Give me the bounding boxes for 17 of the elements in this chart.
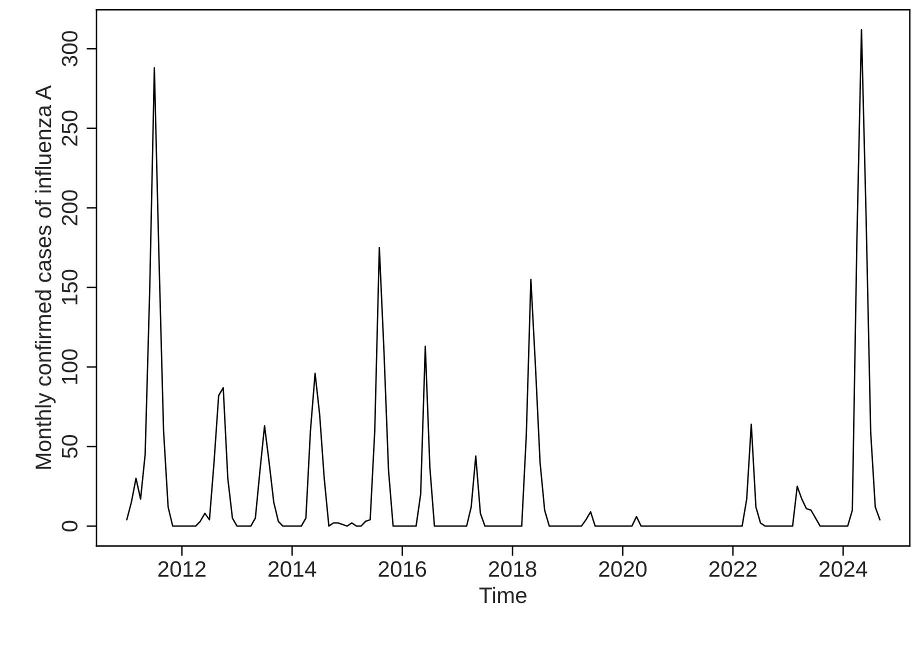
- x-tick-label: 2014: [268, 561, 316, 577]
- x-tick-label: 2024: [820, 561, 868, 577]
- x-tick-label: 2016: [378, 561, 426, 577]
- line-series: [126, 28, 881, 527]
- y-tick-label: 200: [62, 190, 78, 226]
- y-tick-label: 50: [62, 435, 78, 458]
- x-tick-label: 2022: [709, 561, 757, 577]
- y-tick-label: 100: [62, 349, 78, 384]
- y-tick-label: 0: [62, 520, 78, 532]
- x-tick-label: 2018: [488, 561, 536, 577]
- x-tick-label: 2012: [158, 561, 206, 577]
- x-axis-title: Time: [479, 586, 526, 604]
- y-tick-label: 250: [62, 110, 78, 146]
- x-tick-label: 2020: [599, 561, 647, 577]
- y-axis-title: Monthly confirmed cases of influenza A: [34, 85, 56, 469]
- y-tick-label: 300: [62, 31, 78, 66]
- y-tick-label: 150: [62, 270, 78, 304]
